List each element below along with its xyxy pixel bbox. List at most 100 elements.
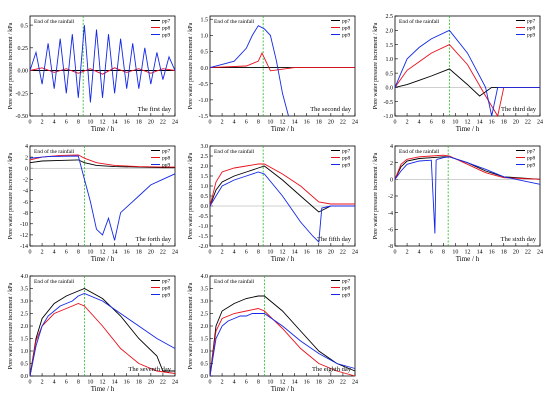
- y-tick-label: 3.0: [201, 144, 209, 150]
- series-line-pp8: [209, 163, 355, 207]
- x-tick-label: 4: [53, 250, 56, 256]
- x-tick-label: 14: [112, 380, 118, 386]
- x-tick-label: 18: [136, 380, 142, 386]
- x-tick-label: 22: [340, 120, 346, 126]
- y-tick-label: -14: [20, 244, 28, 250]
- x-tick-label: 2: [221, 120, 224, 126]
- rain-note: End of the rainfall: [34, 148, 75, 155]
- rain-note: End of the rainfall: [214, 148, 255, 155]
- y-axis-label: Pore water pressure increment / kPa: [8, 152, 14, 239]
- x-tick-label: 12: [100, 120, 106, 126]
- y-tick-label: 0.5: [201, 362, 209, 368]
- y-tick-label: 4.0: [201, 274, 209, 280]
- x-tick-label: 4: [53, 120, 56, 126]
- y-axis-label: Pore water pressure increment / kPa: [8, 22, 14, 109]
- y-axis-label: Pore water pressure increment / kPa: [8, 282, 14, 369]
- y-tick-label: -12: [20, 233, 28, 239]
- chart-panel-7: 4.03.53.02.52.01.51.00.50.00 2 4 6 8 10 12 14 16…: [8, 274, 178, 393]
- y-tick-label: 2.0: [386, 28, 394, 34]
- x-tick-label: 8: [257, 120, 260, 126]
- y-tick-label: 2: [390, 161, 393, 167]
- legend-label-pp7: pp7: [342, 149, 351, 155]
- x-tick-label: 4: [233, 250, 236, 256]
- y-tick-label: 1.0: [201, 184, 209, 190]
- x-tick-label: 24: [352, 250, 358, 256]
- x-tick-label: 6: [65, 380, 68, 386]
- y-tick-label: 1.5: [386, 43, 394, 49]
- series-line-pp8: [394, 44, 540, 118]
- chart-panel-8: 4.03.53.02.52.01.51.00.50.00 2 4 6 8 10 12 14 16…: [188, 274, 358, 393]
- x-tick-label: 16: [304, 380, 310, 386]
- x-tick-label: 2: [221, 380, 224, 386]
- y-tick-label: 0.5: [201, 50, 209, 56]
- x-tick-label: 4: [418, 250, 421, 256]
- legend-label-pp7: pp7: [342, 19, 351, 25]
- x-tick-label: 24: [172, 120, 178, 126]
- x-tick-label: 16: [489, 250, 495, 256]
- x-tick-label: 18: [316, 380, 322, 386]
- legend-label-pp9: pp9: [342, 293, 351, 299]
- x-tick-label: 20: [513, 120, 519, 126]
- x-tick-label: 10: [267, 250, 273, 256]
- x-tick-label: 6: [65, 250, 68, 256]
- x-axis-label: Time / h: [456, 255, 480, 263]
- x-tick-label: 0: [394, 120, 397, 126]
- y-tick-label: -1.0: [199, 224, 209, 230]
- x-tick-label: 12: [280, 250, 286, 256]
- y-tick-label: -2: [23, 178, 28, 184]
- x-tick-label: 24: [537, 250, 543, 256]
- x-tick-label: 8: [257, 380, 260, 386]
- y-tick-label: 2.0: [21, 324, 29, 330]
- x-tick-label: 10: [87, 120, 93, 126]
- x-tick-label: 18: [136, 120, 142, 126]
- chart-panel-3: 2.52.01.51.00.50.0-0.5-1.00 2 4 6 8 10 12 14 16 1…: [373, 14, 543, 133]
- y-tick-label: -0.5: [199, 82, 209, 88]
- legend-label-pp7: pp7: [342, 279, 351, 285]
- panel-title: The sixth day: [501, 236, 537, 243]
- x-tick-label: 20: [328, 250, 334, 256]
- legend-label-pp7: pp7: [527, 19, 536, 25]
- x-tick-label: 14: [477, 120, 483, 126]
- series-line-pp9: [29, 155, 176, 241]
- x-tick-label: 16: [304, 250, 310, 256]
- x-tick-label: 10: [452, 250, 458, 256]
- legend-label-pp9: pp9: [162, 163, 171, 169]
- x-tick-label: 22: [525, 250, 531, 256]
- panel-title: The fifth day: [317, 236, 352, 243]
- x-tick-label: 14: [292, 380, 298, 386]
- x-axis-label: Time / h: [91, 255, 115, 263]
- x-tick-label: 22: [160, 120, 166, 126]
- y-tick-label: 2.5: [21, 312, 29, 318]
- legend-label-pp9: pp9: [162, 293, 171, 299]
- series-line-pp9: [394, 29, 540, 117]
- rain-note: End of the rainfall: [399, 148, 440, 155]
- x-tick-label: 24: [352, 120, 358, 126]
- y-tick-label: -0.5: [384, 100, 394, 106]
- y-tick-label: -1.5: [199, 114, 209, 120]
- chart-panel-5: 3.02.52.01.51.00.50.0-0.5-1.0-1.5-2.00 2 4…: [188, 144, 358, 263]
- series-line-pp7: [29, 159, 175, 169]
- y-tick-label: 0.0: [21, 374, 29, 380]
- x-tick-label: 14: [112, 250, 118, 256]
- series-line-pp8: [209, 308, 356, 377]
- x-tick-label: 4: [53, 380, 56, 386]
- y-tick-label: -2.0: [199, 244, 209, 250]
- x-tick-label: 10: [87, 380, 93, 386]
- x-tick-label: 6: [245, 380, 248, 386]
- x-tick-label: 14: [292, 250, 298, 256]
- x-tick-label: 0: [29, 250, 32, 256]
- x-tick-label: 6: [65, 120, 68, 126]
- x-tick-label: 2: [41, 120, 44, 126]
- y-tick-label: 4: [25, 144, 28, 150]
- y-tick-label: -2: [388, 194, 393, 200]
- y-tick-label: 0.5: [21, 23, 29, 29]
- legend-label-pp8: pp8: [527, 26, 536, 32]
- x-tick-label: 16: [304, 120, 310, 126]
- series-line-pp7: [29, 288, 175, 377]
- y-tick-label: -1.0: [384, 114, 394, 120]
- x-tick-label: 18: [501, 120, 507, 126]
- panel-title: The seventh day: [128, 366, 171, 373]
